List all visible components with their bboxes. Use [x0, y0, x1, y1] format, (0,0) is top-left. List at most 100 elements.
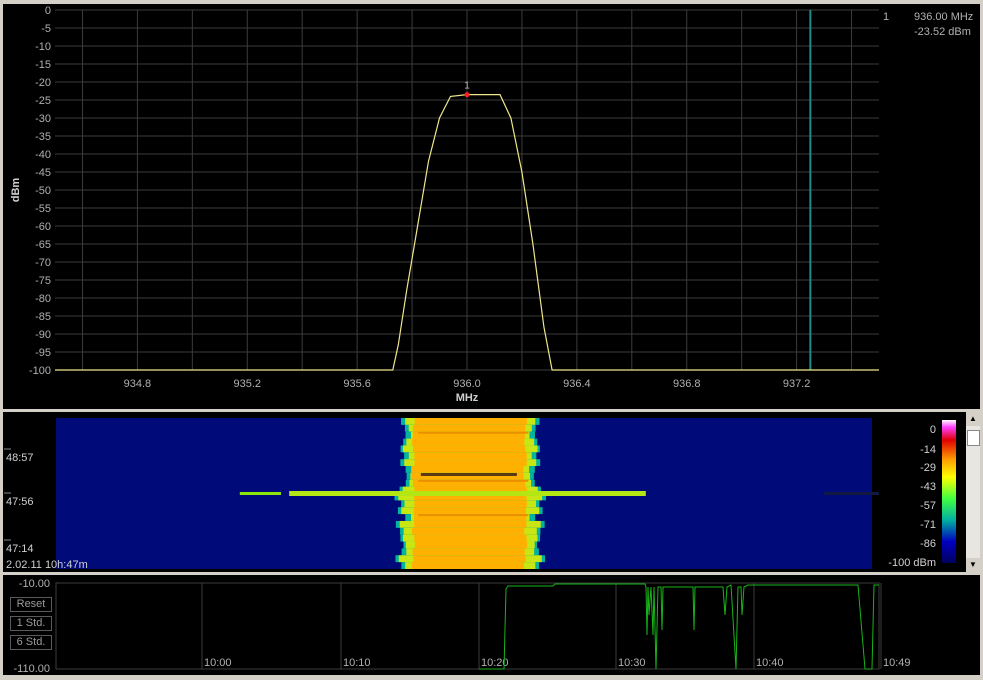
- y-tick-label: -40: [35, 149, 51, 161]
- waterfall-signal-row: [412, 527, 525, 535]
- history-y-top: -10.00: [19, 578, 50, 590]
- y-tick-label: -80: [35, 293, 51, 305]
- reset-button[interactable]: Reset: [10, 597, 52, 612]
- y-tick-label: -100: [29, 365, 51, 377]
- color-scale-label: -100 dBm: [888, 557, 936, 569]
- history-time-label: 10:49: [883, 657, 911, 669]
- history-time-label: 10:00: [204, 657, 232, 669]
- 6-std-button[interactable]: 6 Std.: [10, 635, 52, 650]
- waterfall-burst-left: [239, 492, 281, 495]
- waterfall-plot[interactable]: 48:57 47:56 47:14 2.02.11 10h:47m 0 -14 -29 -43…: [3, 412, 966, 572]
- y-tick-label: -5: [41, 23, 51, 35]
- waterfall-signal-row: [414, 520, 527, 528]
- marker-frequency: 936.00 MHz: [914, 11, 974, 23]
- waterfall-signal-row: [412, 431, 526, 439]
- color-scale-bar: [942, 420, 956, 563]
- waterfall-stripe: [418, 514, 529, 517]
- history-frame: [55, 582, 880, 670]
- waterfall-signal-row: [414, 486, 527, 494]
- 1-std-button[interactable]: 1 Std.: [10, 616, 52, 631]
- marker-level: -23.52 dBm: [914, 26, 971, 38]
- x-axis-label: MHz: [456, 392, 479, 404]
- waterfall-scrollbar[interactable]: ▲ ▼: [966, 412, 980, 572]
- scroll-thumb[interactable]: [967, 430, 980, 446]
- x-tick-label: 936.4: [563, 378, 591, 390]
- y-tick-label: -70: [35, 257, 51, 269]
- x-tick-label: 935.6: [343, 378, 371, 390]
- waterfall-signal-row: [414, 541, 528, 549]
- x-tick-label: 935.2: [234, 378, 262, 390]
- waterfall-signal-row: [414, 459, 527, 467]
- waterfall-signal-row: [411, 466, 524, 473]
- history-y-bottom: -110.00: [14, 663, 51, 675]
- y-tick-label: -85: [35, 311, 51, 323]
- history-plot[interactable]: -10.00 -110.00 10:00 10:10 10:20 10:30 10:40 10…: [3, 575, 980, 675]
- y-tick-label: -25: [35, 95, 51, 107]
- waterfall-signal-row: [412, 548, 525, 556]
- y-axis-label: dBm: [10, 178, 22, 203]
- waterfall-signal-row: [413, 424, 526, 432]
- color-scale-label: -14: [920, 444, 936, 456]
- y-tick-label: -15: [35, 59, 51, 71]
- y-tick-label: -50: [35, 185, 51, 197]
- y-tick-label: -90: [35, 329, 51, 341]
- history-time-label: 10:20: [481, 657, 509, 669]
- color-scale-label: -71: [920, 519, 936, 531]
- waterfall-signal-row: [414, 452, 527, 460]
- waterfall-panel[interactable]: 48:57 47:56 47:14 2.02.11 10h:47m 0 -14 -29 -43…: [3, 412, 980, 572]
- y-tick-label: -30: [35, 113, 51, 125]
- y-tick-label: -65: [35, 239, 51, 251]
- scroll-down-icon[interactable]: ▼: [966, 558, 980, 572]
- waterfall-time-label: 47:14: [6, 543, 34, 555]
- marker-point: [464, 92, 470, 98]
- waterfall-signal-row: [414, 493, 527, 501]
- marker-label: 1: [464, 81, 470, 92]
- scroll-up-icon[interactable]: ▲: [966, 412, 980, 426]
- history-trace: [479, 583, 879, 670]
- y-tick-label: -95: [35, 347, 51, 359]
- waterfall-gap-line: [420, 473, 517, 476]
- waterfall-time-label: 48:57: [6, 452, 34, 464]
- history-panel[interactable]: -10.00 -110.00 10:00 10:10 10:20 10:30 10:40 10…: [3, 575, 980, 675]
- waterfall-signal-row: [413, 445, 526, 453]
- waterfall-signal-row: [414, 500, 527, 508]
- x-tick-label: 936.0: [453, 378, 481, 390]
- y-tick-label: -35: [35, 131, 51, 143]
- x-tick-label: 936.8: [673, 378, 701, 390]
- spectrum-panel[interactable]: 0 -5 -10 -15 -20 -25 -30 -35 -40 -45 -50 -55 -60 -65 -…: [3, 4, 980, 409]
- waterfall-signal-row: [414, 418, 527, 425]
- color-scale-label: 0: [930, 424, 936, 436]
- marker-number: 1: [883, 11, 890, 23]
- waterfall-signal-row: [414, 534, 527, 542]
- waterfall-stripe: [418, 431, 529, 434]
- color-scale-label: -43: [920, 481, 936, 493]
- history-time-label: 10:10: [343, 657, 371, 669]
- color-scale-label: -57: [920, 500, 936, 512]
- history-time-label: 10:30: [618, 657, 646, 669]
- y-tick-label: -45: [35, 167, 51, 179]
- color-scale-label: -29: [920, 462, 936, 474]
- x-tick-label: 937.2: [783, 378, 811, 390]
- waterfall-signal-row: [411, 472, 524, 480]
- waterfall-signal-row: [412, 479, 526, 487]
- y-tick-label: 0: [45, 5, 51, 17]
- y-tick-label: -10: [35, 41, 51, 53]
- spectrum-plot[interactable]: 0 -5 -10 -15 -20 -25 -30 -35 -40 -45 -50 -55 -60 -65 -…: [3, 4, 980, 409]
- y-tick-label: -75: [35, 275, 51, 287]
- waterfall-dark-band: [824, 492, 879, 495]
- waterfall-signal-row: [413, 555, 526, 563]
- y-tick-label: -20: [35, 77, 51, 89]
- color-scale-label: -86: [920, 538, 936, 550]
- waterfall-footer: 2.02.11 10h:47m: [6, 559, 88, 571]
- waterfall-signal-row: [411, 438, 525, 446]
- x-tick-label: 934.8: [124, 378, 152, 390]
- waterfall-signal-row: [411, 562, 525, 569]
- waterfall-time-label: 47:56: [6, 496, 34, 508]
- y-tick-label: -60: [35, 221, 51, 233]
- waterfall-stripe: [418, 479, 529, 482]
- waterfall-signal-row: [413, 507, 526, 515]
- waterfall-burst: [289, 491, 646, 496]
- y-tick-label: -55: [35, 203, 51, 215]
- waterfall-signal-row: [414, 514, 527, 521]
- history-time-label: 10:40: [756, 657, 784, 669]
